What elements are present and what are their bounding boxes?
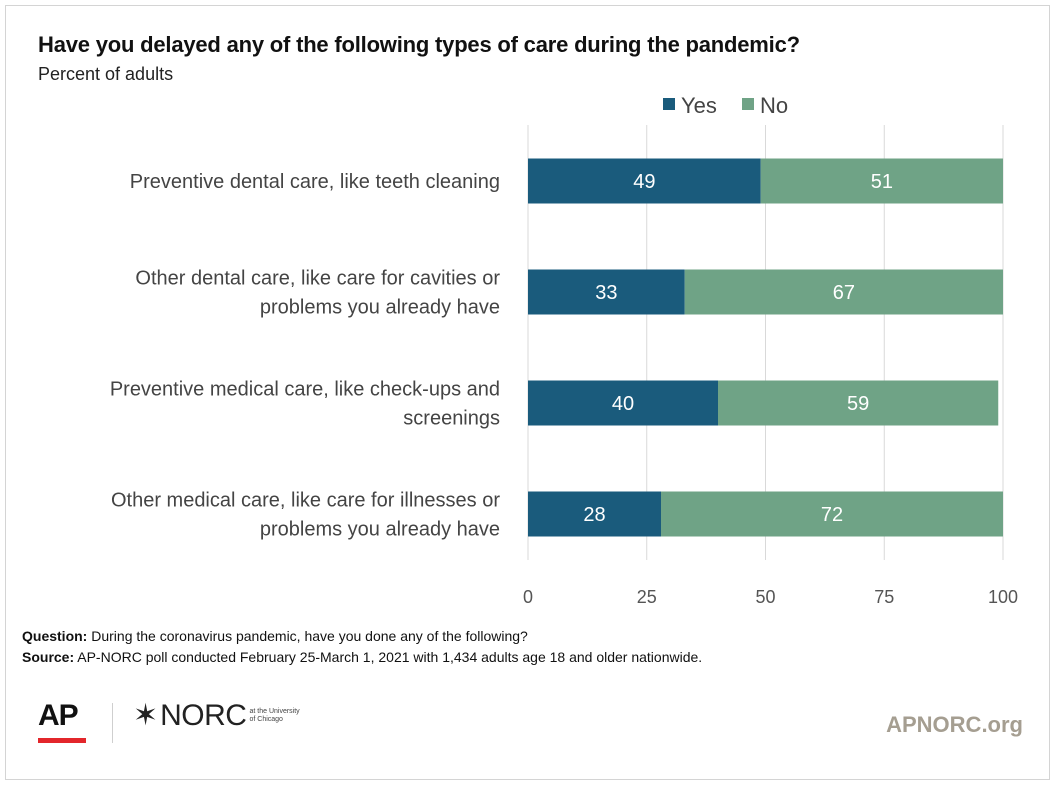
ap-logo-text: AP <box>38 699 79 732</box>
bar-segment <box>718 380 999 426</box>
chart-subtitle: Percent of adults <box>38 64 174 84</box>
legend-swatch <box>663 98 675 110</box>
norc-logo: ✶ NORC at the University of Chicago <box>133 700 301 732</box>
x-tick-label: 25 <box>637 587 657 607</box>
x-tick-label: 50 <box>755 587 775 607</box>
data-label: 49 <box>633 171 655 193</box>
chart-notes: Question: During the coronavirus pandemi… <box>22 626 702 668</box>
legend-label: No <box>760 93 788 118</box>
data-label: 33 <box>595 282 617 304</box>
data-label: 59 <box>847 393 869 415</box>
category-label: Preventive dental care, like teeth clean… <box>130 171 500 193</box>
data-label: 40 <box>612 393 634 415</box>
category-label: problems you already have <box>260 519 500 541</box>
ap-logo: AP <box>38 700 86 743</box>
question-label: Question: <box>22 628 88 644</box>
norc-star-icon: ✶ <box>133 699 159 732</box>
data-label: 28 <box>583 504 605 526</box>
category-label: screenings <box>403 408 500 430</box>
source-text: AP-NORC poll conducted February 25-March… <box>77 649 703 665</box>
category-label: Preventive medical care, like check-ups … <box>110 379 500 401</box>
stacked-bar-chart: 0 25 50 75 100 Yes No 49 51 Preventive dental car… <box>110 93 1018 607</box>
norc-affiliation: at the University of Chicago <box>249 708 300 723</box>
data-label: 67 <box>833 282 855 304</box>
bar-segment <box>528 158 761 204</box>
category-label: Other dental care, like care for cavitie… <box>135 268 500 290</box>
legend-label: Yes <box>681 93 717 118</box>
bar-segment <box>528 269 685 315</box>
bar-segment <box>684 269 1003 315</box>
data-label: 72 <box>821 504 843 526</box>
data-label: 51 <box>871 171 893 193</box>
bar-segment <box>661 491 1003 537</box>
category-label: problems you already have <box>260 297 500 319</box>
source-note: Source: AP-NORC poll conducted February … <box>22 647 702 668</box>
bar-segment <box>528 491 661 537</box>
question-note: Question: During the coronavirus pandemi… <box>22 626 702 647</box>
legend-swatch <box>742 98 754 110</box>
bar-segment <box>528 380 718 426</box>
ap-logo-underline <box>38 738 86 743</box>
chart-title: Have you delayed any of the following ty… <box>38 32 800 57</box>
site-url: APNORC.org <box>886 712 1023 737</box>
norc-logo-text: NORC <box>160 699 247 732</box>
x-tick-label: 0 <box>523 587 533 607</box>
bar-segment <box>760 158 1003 204</box>
question-text: During the coronavirus pandemic, have yo… <box>91 628 528 644</box>
x-tick-label: 75 <box>874 587 894 607</box>
logo-divider <box>112 703 113 743</box>
x-tick-label: 100 <box>988 587 1018 607</box>
source-label: Source: <box>22 649 75 665</box>
category-label: Other medical care, like care for illnes… <box>111 490 500 512</box>
